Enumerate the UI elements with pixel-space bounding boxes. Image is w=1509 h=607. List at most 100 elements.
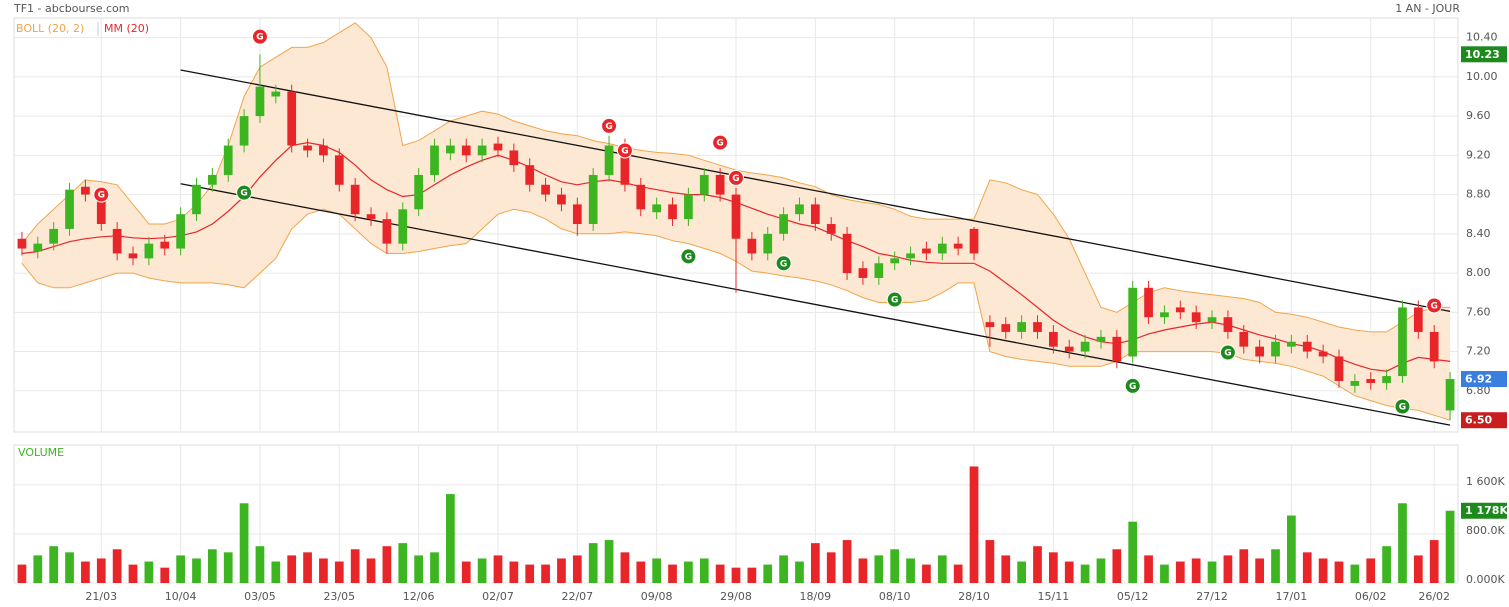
volume-bar [1271, 549, 1280, 583]
volume-bar [1144, 555, 1153, 583]
volume-bar [33, 555, 43, 583]
candle-body [65, 189, 74, 229]
volume-bar [176, 555, 185, 583]
volume-bar [49, 546, 59, 583]
volume-bar [1191, 558, 1201, 583]
volume-bar [747, 567, 757, 583]
x-tick-label: 23/05 [323, 590, 355, 603]
volume-bar [334, 561, 344, 583]
candle-body [303, 145, 312, 151]
signal [601, 117, 618, 134]
y-tick-label: 8.80 [1466, 188, 1491, 201]
volume-bar [858, 558, 868, 583]
candle-body [239, 116, 249, 146]
volume-bar [969, 466, 979, 583]
volume-bar [715, 564, 725, 583]
volume-bar [588, 543, 598, 583]
candle-body [922, 248, 931, 254]
candle-body [128, 253, 138, 259]
volume-bar [1128, 521, 1138, 583]
signal [1219, 344, 1236, 361]
volume-bar [985, 540, 995, 583]
candle-body [319, 145, 328, 156]
signal-label: G [240, 189, 247, 199]
volume-bar [779, 555, 788, 583]
candle-body [176, 214, 185, 249]
volume-bar [1398, 503, 1407, 583]
signal [1394, 398, 1411, 415]
volume-bar [1160, 564, 1169, 583]
volume-bar [128, 564, 138, 583]
candle-body [937, 243, 947, 254]
candle-body [1429, 331, 1439, 362]
candle-body [255, 86, 265, 117]
trendline [180, 69, 1451, 312]
signal-label: G [98, 191, 105, 201]
y-tick-label: 9.60 [1466, 109, 1491, 122]
candle-body [588, 174, 598, 225]
signal-label: G [716, 139, 723, 149]
volume-bar [271, 561, 281, 583]
candle-body [509, 150, 519, 166]
candle-body [1160, 312, 1169, 318]
candle-body [192, 184, 201, 215]
candle-body [1175, 307, 1185, 313]
candle-body [49, 228, 59, 244]
volume-bar [1382, 546, 1391, 583]
candle-body [477, 145, 487, 156]
volume-bar [1064, 561, 1074, 583]
signal-label: G [1129, 382, 1136, 392]
y-tick-label: 800.0K [1466, 524, 1505, 537]
volume-bar [81, 561, 90, 583]
volume-bar [1429, 540, 1439, 583]
candle-body [874, 263, 884, 278]
volume-bar [906, 558, 915, 583]
volume-bar [319, 558, 328, 583]
volume-bar [652, 558, 662, 583]
signal [886, 291, 903, 308]
volume-label: VOLUME [18, 446, 64, 459]
signal [616, 142, 633, 159]
candle-body [1366, 379, 1376, 383]
signal [93, 186, 110, 203]
candle-body [430, 145, 439, 175]
x-tick-label: 15/11 [1038, 590, 1070, 603]
candle-body [684, 194, 693, 220]
candle-body [906, 253, 915, 259]
x-tick-label: 28/10 [958, 590, 990, 603]
signal-label: G [891, 296, 898, 306]
candle-body [81, 186, 90, 195]
volume-bar [287, 555, 297, 583]
candle-body [985, 322, 995, 328]
axis-marker-label: 6.50 [1465, 414, 1492, 427]
candle-body [1223, 317, 1233, 332]
candle-body [1318, 351, 1328, 357]
candle-body [1271, 341, 1280, 357]
x-tick-label: 05/12 [1117, 590, 1149, 603]
volume-bar [795, 561, 804, 583]
candle-body [334, 155, 344, 185]
candle-body [842, 233, 852, 274]
candle-body [446, 145, 455, 154]
candle-body [969, 228, 979, 254]
y-tick-label: 0.000K [1466, 573, 1505, 586]
volume-bar [1207, 561, 1217, 583]
volume-bar [1445, 510, 1455, 583]
volume-bar [1302, 552, 1312, 583]
volume-bar [699, 558, 709, 583]
volume-bar [350, 549, 360, 583]
trendline [180, 183, 1451, 426]
volume-bar [461, 561, 471, 583]
volume-bar [636, 561, 646, 583]
candle-body [1033, 322, 1042, 332]
volume-bar [922, 564, 931, 583]
volume-bar [604, 540, 614, 583]
candle-body [350, 184, 360, 215]
candle-body [795, 204, 804, 215]
candle-body [1207, 317, 1217, 323]
axis-marker [1461, 502, 1507, 519]
volume-bar [17, 564, 27, 583]
x-tick-label: 26/02 [1418, 590, 1450, 603]
candle-body [557, 194, 566, 205]
candle-body [271, 91, 281, 97]
